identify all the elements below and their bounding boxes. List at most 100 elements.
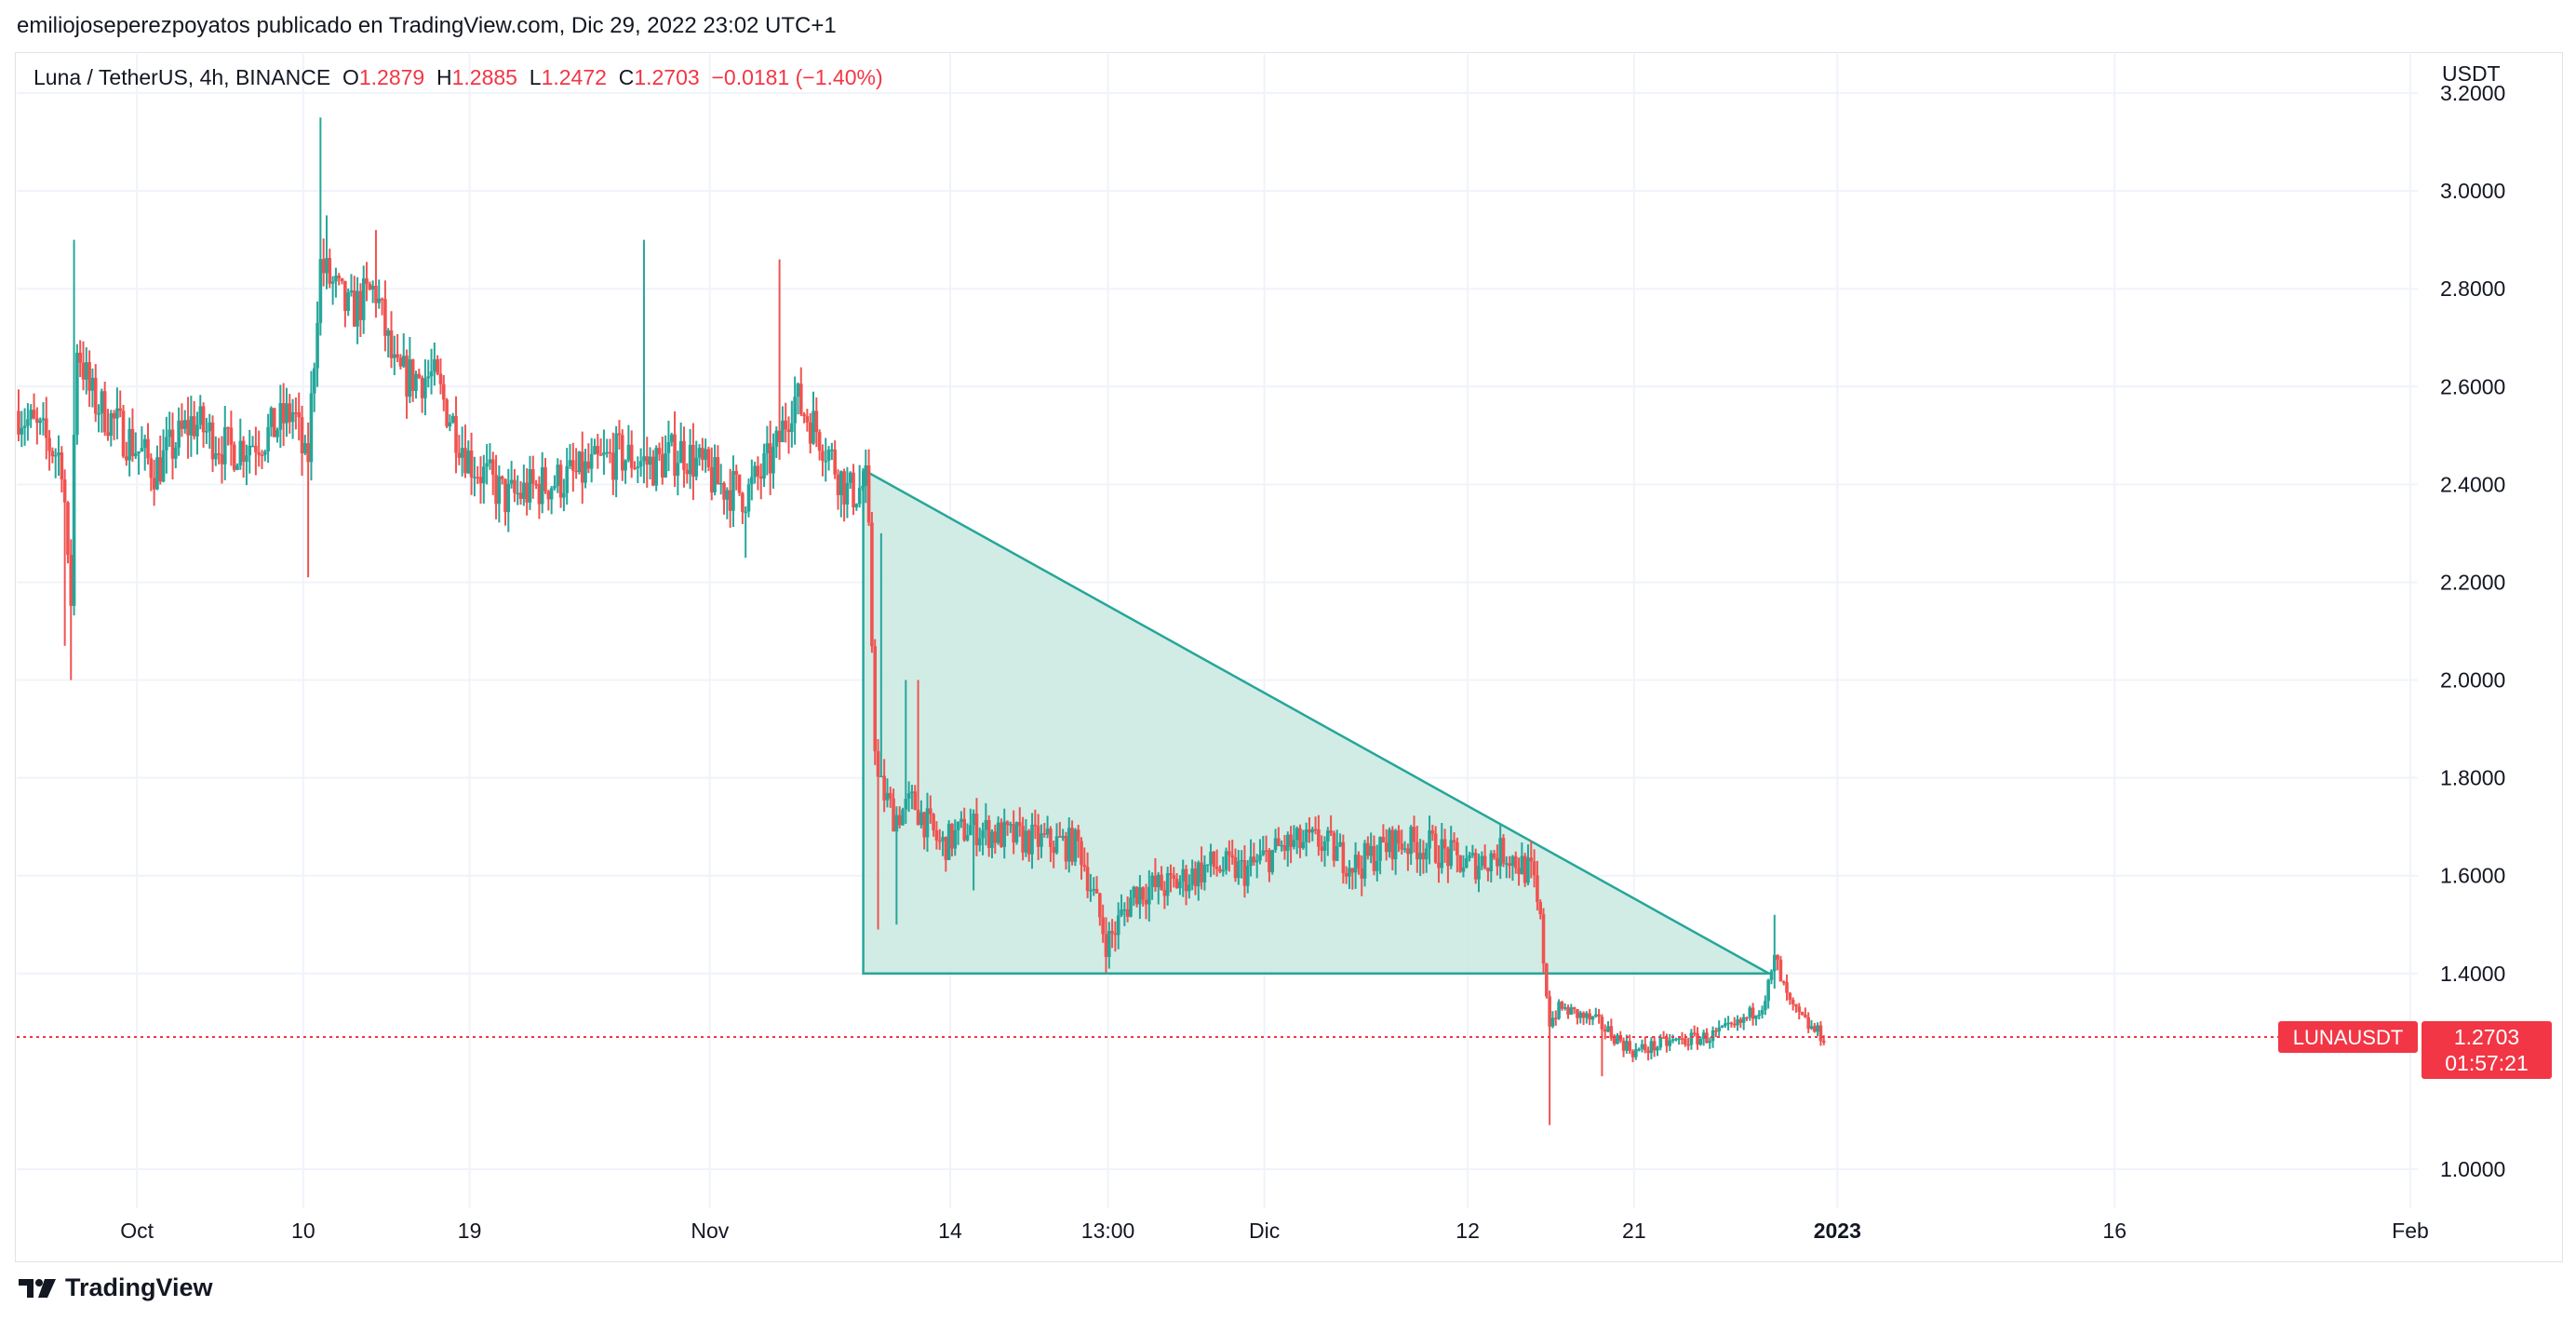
candle-body: [195, 424, 199, 437]
candle-body: [953, 829, 958, 849]
candle-body: [993, 831, 998, 843]
candle-body: [405, 356, 409, 397]
candle-body: [1590, 1016, 1595, 1020]
candle-body: [765, 443, 770, 453]
candle-body: [1686, 1044, 1690, 1046]
candle-body: [469, 450, 474, 478]
candle-body: [343, 281, 347, 311]
candle-body: [1696, 1033, 1699, 1045]
candle-body: [1017, 822, 1022, 827]
candle-body: [1049, 828, 1053, 847]
candle-body: [1033, 824, 1038, 827]
low-label: L: [529, 65, 542, 89]
candle-body: [1717, 1027, 1721, 1031]
candle-body: [1245, 866, 1250, 886]
candle-body: [1557, 1002, 1561, 1019]
candle-body: [1421, 853, 1426, 860]
candle-body: [417, 373, 422, 378]
y-tick-label: 3.0000: [2440, 179, 2505, 203]
candle-body: [386, 330, 391, 336]
candle-body: [1729, 1022, 1734, 1025]
candle-body: [1218, 869, 1222, 872]
candle-body: [1724, 1023, 1727, 1027]
candle-body: [1757, 1014, 1762, 1017]
candle-body: [1504, 863, 1509, 865]
candle-body: [1160, 874, 1163, 891]
candle-body: [1616, 1035, 1619, 1044]
candle-body: [1781, 981, 1786, 983]
candle-body: [78, 352, 82, 363]
candle-body: [1523, 855, 1527, 883]
candle-body: [1317, 829, 1321, 847]
candle-body: [728, 490, 732, 511]
candle-body: [436, 358, 439, 374]
candle-body: [229, 427, 234, 445]
candle-body: [1384, 842, 1389, 853]
candle-body: [485, 463, 489, 467]
candle-body: [857, 488, 862, 505]
candle-body: [1295, 828, 1299, 841]
candle-body: [300, 417, 304, 453]
symbol-legend: Luna / TetherUS, 4h, BINANCE O1.2879 H1.…: [34, 65, 883, 90]
candle-body: [518, 492, 523, 499]
candle-body: [334, 276, 338, 282]
candle-body: [1067, 828, 1071, 862]
candle-body: [1393, 830, 1398, 860]
candle-body: [102, 391, 107, 433]
candle-body: [1492, 853, 1496, 858]
y-tick-label: 1.0000: [2440, 1157, 2505, 1181]
candle-body: [1603, 1029, 1607, 1032]
candle-body: [1772, 954, 1777, 972]
candle-body: [706, 449, 711, 467]
candle-body: [848, 472, 852, 483]
candle-body: [704, 449, 707, 460]
candle-body: [1285, 834, 1290, 851]
candle-body: [1338, 842, 1342, 846]
candle-body: [232, 444, 236, 470]
candle-body: [168, 429, 171, 438]
candle-body: [81, 362, 86, 380]
low-value: 1.2472: [541, 65, 607, 89]
candle-body: [1375, 860, 1379, 871]
chart-frame[interactable]: [15, 52, 2563, 1262]
candle-body: [633, 467, 637, 470]
candle-body: [1261, 850, 1266, 855]
candle-body: [1508, 863, 1511, 867]
candle-body: [977, 838, 982, 846]
candle-body: [709, 466, 714, 492]
candle-body: [682, 440, 686, 470]
candle-body: [448, 422, 452, 427]
symbol-name[interactable]: Luna / TetherUS, 4h, BINANCE: [34, 65, 331, 89]
candle-body: [1406, 848, 1410, 855]
candle-body: [1668, 1040, 1672, 1046]
candle-body: [1769, 971, 1774, 980]
candle-body: [497, 476, 502, 505]
candle-body: [1174, 878, 1179, 889]
candle-body: [476, 477, 480, 478]
candle-body: [688, 444, 692, 475]
candle-body: [771, 446, 775, 474]
candle-body: [189, 416, 194, 436]
candle-body: [1606, 1026, 1610, 1032]
candle-body: [1381, 837, 1386, 843]
footer-branding[interactable]: TradingView: [17, 1273, 213, 1302]
candle-body: [368, 283, 372, 290]
candle-body: [1760, 1010, 1764, 1015]
candle-body: [1320, 846, 1323, 851]
candle-body: [694, 457, 699, 477]
candle-body: [1548, 996, 1551, 1027]
candle-body: [814, 411, 819, 433]
candle-body: [1101, 917, 1105, 935]
candle-body: [1129, 897, 1133, 917]
candle-body: [35, 418, 39, 424]
candle-body: [1646, 1050, 1650, 1054]
candle-body: [540, 467, 544, 505]
candle-body: [1440, 839, 1444, 869]
candle-body: [346, 292, 350, 311]
candle-body: [1172, 874, 1176, 879]
candle-body: [697, 448, 702, 458]
candle-body: [1221, 869, 1226, 872]
candle-body: [1776, 954, 1779, 960]
candle-body: [250, 445, 255, 448]
